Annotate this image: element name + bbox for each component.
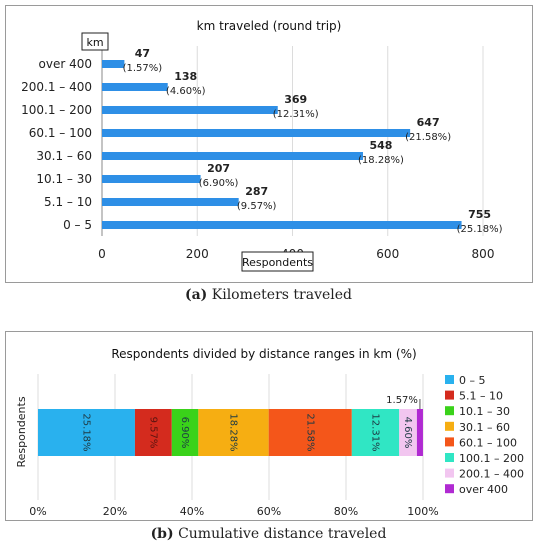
legend-swatch xyxy=(445,390,454,400)
bar xyxy=(102,198,239,206)
segment-label: 6.90% xyxy=(179,417,190,449)
y-axis-title-box xyxy=(81,32,109,51)
legend-label: 0 – 5 xyxy=(459,374,486,387)
x-tick-label: 60% xyxy=(257,505,281,518)
y-axis-label: Respondents xyxy=(15,396,28,467)
caption-a-text: Kilometers traveled xyxy=(211,287,352,303)
x-tick-label: 80% xyxy=(334,505,358,518)
bar-percent-label: (21.58%) xyxy=(405,132,451,143)
x-tick-label: 600 xyxy=(376,247,399,261)
segment-label: 9.57% xyxy=(147,417,158,449)
legend-swatch xyxy=(445,453,454,462)
bar-value-label: 287 xyxy=(245,185,268,198)
category-label: 0 – 5 xyxy=(63,218,92,232)
segment-label: 25.18% xyxy=(80,413,91,451)
segment-label: 21.58% xyxy=(304,413,315,451)
bar-percent-label: (4.60%) xyxy=(166,86,206,97)
segment-label: 18.28% xyxy=(228,413,239,451)
bar-value-label: 207 xyxy=(207,162,230,175)
caption-a: (a) Kilometers traveled xyxy=(0,287,537,303)
bar-value-label: 647 xyxy=(417,116,440,129)
stacked-segment xyxy=(134,409,172,456)
bar-value-label: 138 xyxy=(174,70,197,83)
category-label: 200.1 – 400 xyxy=(21,80,92,94)
legend-label: 30.1 – 60 xyxy=(459,421,510,434)
category-label: 60.1 – 100 xyxy=(29,126,92,140)
x-tick-label: 100% xyxy=(407,505,438,518)
bar xyxy=(102,129,411,137)
bar-value-label: 755 xyxy=(468,208,491,221)
category-label: 10.1 – 30 xyxy=(36,172,92,186)
caption-a-tag: (a) xyxy=(184,287,208,303)
bar-value-label: 369 xyxy=(284,93,307,106)
category-label: 100.1 – 200 xyxy=(21,103,92,117)
legend-label: over 400 xyxy=(459,483,508,496)
bar xyxy=(102,106,278,114)
legend-label: 200.1 – 400 xyxy=(459,468,524,481)
category-label: 30.1 – 60 xyxy=(36,149,92,163)
legend-label: 60.1 – 100 xyxy=(459,436,517,449)
chart-panel-distance-ranges: Respondents divided by distance ranges i… xyxy=(5,331,533,521)
bar-percent-label: (25.18%) xyxy=(457,224,503,235)
stacked-segment xyxy=(399,409,417,456)
x-axis-title-box xyxy=(241,251,314,272)
bar-percent-label: (9.57%) xyxy=(237,201,277,212)
stacked-segment xyxy=(416,409,423,456)
y-axis-title: km xyxy=(86,36,103,49)
bar-percent-label: (6.90%) xyxy=(199,178,239,189)
distance-ranges-chart: Respondents divided by distance ranges i… xyxy=(15,347,524,518)
legend-swatch xyxy=(445,375,454,384)
bar-percent-label: (18.28%) xyxy=(358,155,404,166)
bar xyxy=(102,60,125,68)
x-tick-label: 0 xyxy=(98,247,106,261)
segment-label: 4.60% xyxy=(402,417,413,449)
x-tick-label: 20% xyxy=(103,505,127,518)
legend-swatch xyxy=(445,484,454,494)
bar xyxy=(102,152,363,160)
stacked-segment xyxy=(171,409,199,456)
caption-b-text: Cumulative distance traveled xyxy=(178,526,387,542)
bar-percent-label: (12.31%) xyxy=(273,109,319,120)
bar-percent-label: (1.57%) xyxy=(123,63,163,74)
stacked-segment xyxy=(351,409,400,456)
x-tick-label: 200 xyxy=(186,247,209,261)
caption-b: (b) Cumulative distance traveled xyxy=(0,526,537,542)
bar-value-label: 548 xyxy=(370,139,393,152)
stacked-segment xyxy=(268,409,352,456)
legend-swatch xyxy=(445,406,454,416)
segment-label: 1.57% xyxy=(386,395,418,406)
legend-label: 100.1 – 200 xyxy=(459,452,524,465)
chart-title: Respondents divided by distance ranges i… xyxy=(111,347,416,361)
legend-label: 5.1 – 10 xyxy=(459,390,503,403)
bar xyxy=(102,175,201,183)
bar xyxy=(102,221,462,229)
bar xyxy=(102,83,168,91)
x-tick-label: 800 xyxy=(472,247,495,261)
x-axis-title: Respondents xyxy=(242,256,313,269)
legend-swatch xyxy=(445,437,454,447)
legend-swatch xyxy=(445,421,454,431)
legend-label: 10.1 – 30 xyxy=(459,405,510,418)
bar-value-label: 47 xyxy=(135,47,150,60)
km-traveled-chart: km traveled (round trip)0200400600800kmR… xyxy=(21,19,503,272)
caption-b-tag: (b) xyxy=(150,526,174,542)
category-label: over 400 xyxy=(39,57,92,71)
segment-label: 12.31% xyxy=(370,413,381,451)
x-tick-label: 40% xyxy=(180,505,204,518)
stacked-segment xyxy=(38,409,135,456)
x-tick-label: 0% xyxy=(29,505,46,518)
chart-panel-km-traveled: km traveled (round trip)0200400600800kmR… xyxy=(5,5,533,283)
stacked-segment xyxy=(198,409,269,456)
legend-swatch xyxy=(445,468,454,478)
chart-title: km traveled (round trip) xyxy=(197,19,342,33)
category-label: 5.1 – 10 xyxy=(44,195,92,209)
